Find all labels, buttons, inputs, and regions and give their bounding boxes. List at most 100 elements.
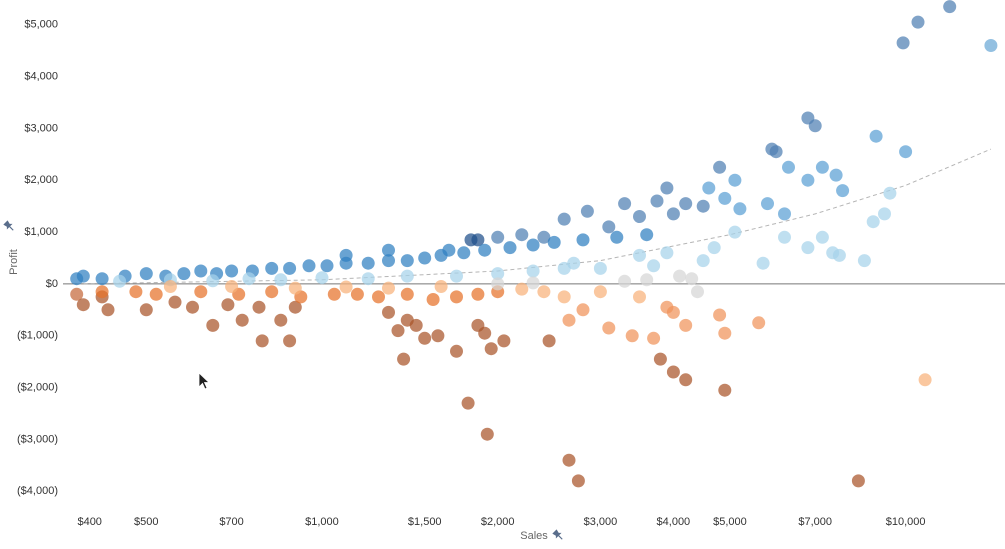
data-point[interactable]	[808, 119, 822, 133]
data-point[interactable]	[610, 230, 624, 244]
data-point[interactable]	[274, 273, 288, 287]
data-point[interactable]	[666, 207, 680, 221]
data-point[interactable]	[129, 285, 143, 299]
y-axis-pin-icon[interactable]	[3, 220, 16, 233]
data-point[interactable]	[718, 383, 732, 397]
data-point[interactable]	[418, 331, 432, 345]
data-point[interactable]	[557, 261, 571, 275]
data-point[interactable]	[691, 285, 704, 299]
data-point[interactable]	[431, 329, 445, 343]
data-point[interactable]	[696, 199, 710, 213]
data-point[interactable]	[418, 251, 432, 265]
data-point[interactable]	[361, 272, 375, 286]
data-point[interactable]	[625, 329, 639, 343]
data-point[interactable]	[274, 313, 288, 327]
data-point[interactable]	[618, 274, 632, 288]
data-point[interactable]	[242, 272, 256, 286]
data-point[interactable]	[235, 313, 249, 327]
data-point[interactable]	[339, 256, 353, 270]
data-point[interactable]	[542, 334, 556, 348]
data-point[interactable]	[647, 331, 661, 345]
data-point[interactable]	[382, 254, 395, 268]
data-point[interactable]	[537, 285, 551, 299]
data-point[interactable]	[984, 39, 998, 52]
data-point[interactable]	[471, 287, 485, 301]
data-point[interactable]	[911, 15, 925, 29]
data-point[interactable]	[478, 326, 492, 340]
data-point[interactable]	[801, 173, 815, 187]
data-point[interactable]	[194, 264, 208, 278]
data-point[interactable]	[491, 277, 505, 291]
data-point[interactable]	[537, 230, 551, 244]
data-point[interactable]	[640, 228, 654, 242]
data-point[interactable]	[733, 202, 747, 216]
data-point[interactable]	[778, 230, 791, 244]
data-point[interactable]	[580, 204, 594, 218]
data-point[interactable]	[255, 334, 269, 348]
data-point[interactable]	[302, 259, 316, 273]
data-point[interactable]	[400, 287, 414, 301]
data-point[interactable]	[650, 194, 664, 208]
data-point[interactable]	[450, 290, 463, 304]
data-point[interactable]	[718, 191, 732, 205]
data-point[interactable]	[653, 352, 667, 366]
data-point[interactable]	[866, 215, 880, 229]
data-point[interactable]	[186, 300, 199, 314]
data-point[interactable]	[471, 233, 485, 247]
data-point[interactable]	[206, 318, 220, 332]
data-point[interactable]	[633, 210, 646, 223]
data-point[interactable]	[685, 272, 699, 286]
data-point[interactable]	[728, 225, 742, 239]
data-point[interactable]	[571, 474, 585, 488]
data-point[interactable]	[206, 274, 220, 288]
data-point[interactable]	[666, 305, 680, 319]
data-point[interactable]	[526, 238, 540, 252]
data-point[interactable]	[484, 342, 498, 356]
data-point[interactable]	[896, 36, 910, 50]
data-point[interactable]	[756, 256, 770, 270]
data-point[interactable]	[400, 269, 414, 283]
data-point[interactable]	[515, 282, 529, 296]
data-point[interactable]	[815, 230, 829, 244]
data-point[interactable]	[640, 273, 654, 287]
data-point[interactable]	[602, 220, 616, 234]
data-point[interactable]	[265, 285, 279, 299]
data-point[interactable]	[815, 160, 829, 174]
data-point[interactable]	[769, 145, 783, 159]
data-point[interactable]	[139, 267, 153, 281]
data-point[interactable]	[491, 230, 505, 244]
data-point[interactable]	[252, 300, 266, 314]
data-point[interactable]	[878, 207, 891, 221]
data-point[interactable]	[397, 352, 411, 366]
data-point[interactable]	[478, 243, 492, 257]
data-point[interactable]	[515, 228, 529, 242]
data-point[interactable]	[225, 280, 239, 293]
data-point[interactable]	[761, 197, 774, 211]
data-point[interactable]	[391, 324, 405, 338]
data-point[interactable]	[778, 207, 791, 221]
data-point[interactable]	[602, 321, 616, 335]
data-point[interactable]	[836, 184, 850, 198]
data-point[interactable]	[480, 427, 494, 441]
data-point[interactable]	[647, 259, 661, 273]
data-point[interactable]	[633, 290, 646, 304]
data-point[interactable]	[943, 0, 957, 14]
data-point[interactable]	[168, 295, 182, 309]
data-point[interactable]	[696, 254, 710, 268]
data-point[interactable]	[718, 326, 732, 340]
data-point[interactable]	[526, 276, 540, 290]
data-point[interactable]	[177, 267, 191, 281]
data-point[interactable]	[829, 168, 843, 182]
data-point[interactable]	[679, 318, 693, 332]
data-point[interactable]	[679, 197, 693, 211]
data-point[interactable]	[491, 267, 505, 281]
data-point[interactable]	[679, 373, 693, 387]
data-point[interactable]	[76, 298, 90, 312]
data-point[interactable]	[265, 261, 279, 275]
data-point[interactable]	[851, 474, 865, 488]
data-point[interactable]	[113, 274, 127, 288]
data-point[interactable]	[70, 287, 84, 301]
data-point[interactable]	[660, 246, 674, 260]
data-point[interactable]	[194, 285, 208, 299]
data-point[interactable]	[327, 287, 341, 301]
